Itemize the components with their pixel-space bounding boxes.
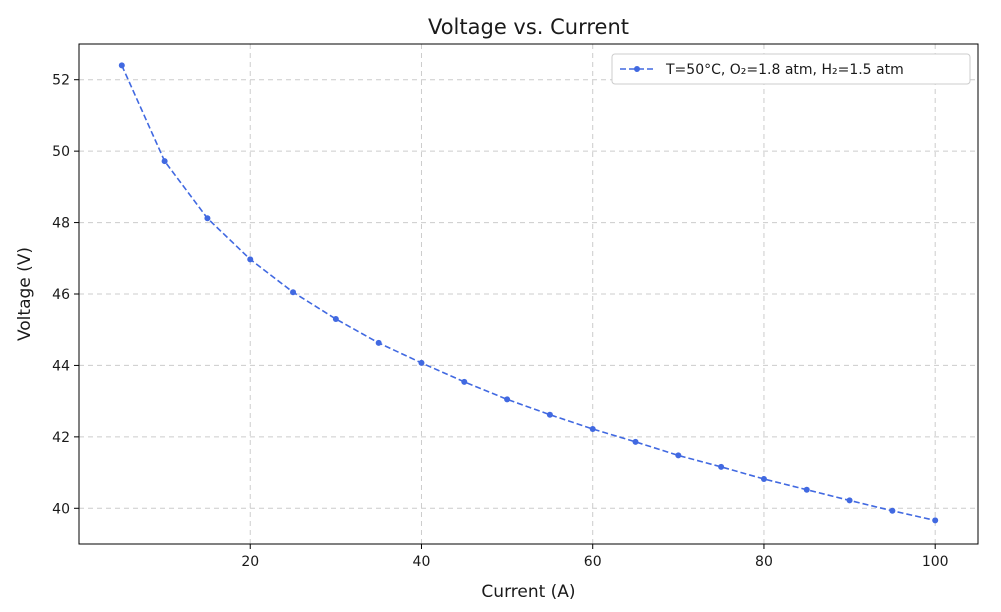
plot-frame xyxy=(78,43,979,545)
y-tick-label: 42 xyxy=(52,430,70,446)
data-point xyxy=(161,158,168,165)
data-point xyxy=(675,452,682,459)
x-tick-label: 80 xyxy=(755,554,773,570)
data-point xyxy=(546,411,553,418)
grid xyxy=(79,44,978,544)
legend-box xyxy=(611,53,971,85)
data-point xyxy=(932,517,939,524)
y-tick-label: 48 xyxy=(52,216,70,232)
x-tick-label: 100 xyxy=(922,554,949,570)
data-point xyxy=(889,507,896,514)
data-point xyxy=(589,426,596,432)
x-axis-label: Current (A) xyxy=(481,582,575,602)
data-point xyxy=(375,339,382,346)
data-point xyxy=(290,289,297,296)
x-tick-label: 60 xyxy=(584,554,602,570)
data-point xyxy=(760,476,767,482)
data-point xyxy=(204,215,211,222)
legend: T=50°C, O₂=1.8 atm, H₂=1.5 atm xyxy=(611,53,971,85)
data-point xyxy=(461,378,468,385)
y-tick-label: 46 xyxy=(52,287,70,303)
data-point xyxy=(504,396,511,403)
data-point xyxy=(632,438,639,445)
data-point xyxy=(247,256,254,263)
y-tick-label: 50 xyxy=(52,144,70,160)
chart-title: Voltage vs. Current xyxy=(428,15,629,39)
y-tick-label: 40 xyxy=(52,501,70,517)
series-layer xyxy=(118,62,939,524)
y-axis-label: Voltage (V) xyxy=(15,247,35,341)
data-point xyxy=(118,62,125,69)
ticks: 20 40 60 80 100 40 42 44 46 48 50 52 xyxy=(52,73,948,570)
data-point xyxy=(846,497,853,504)
x-tick-label: 20 xyxy=(241,554,259,570)
y-tick-label: 44 xyxy=(52,358,70,374)
data-point xyxy=(803,486,810,493)
x-tick-label: 40 xyxy=(413,554,431,570)
y-tick-label: 52 xyxy=(52,73,70,89)
data-point xyxy=(418,359,425,366)
legend-entry-label: T=50°C, O₂=1.8 atm, H₂=1.5 atm xyxy=(665,62,904,78)
data-point xyxy=(332,316,339,322)
data-point xyxy=(718,463,725,470)
legend-marker xyxy=(634,66,640,72)
series-line xyxy=(121,65,936,522)
